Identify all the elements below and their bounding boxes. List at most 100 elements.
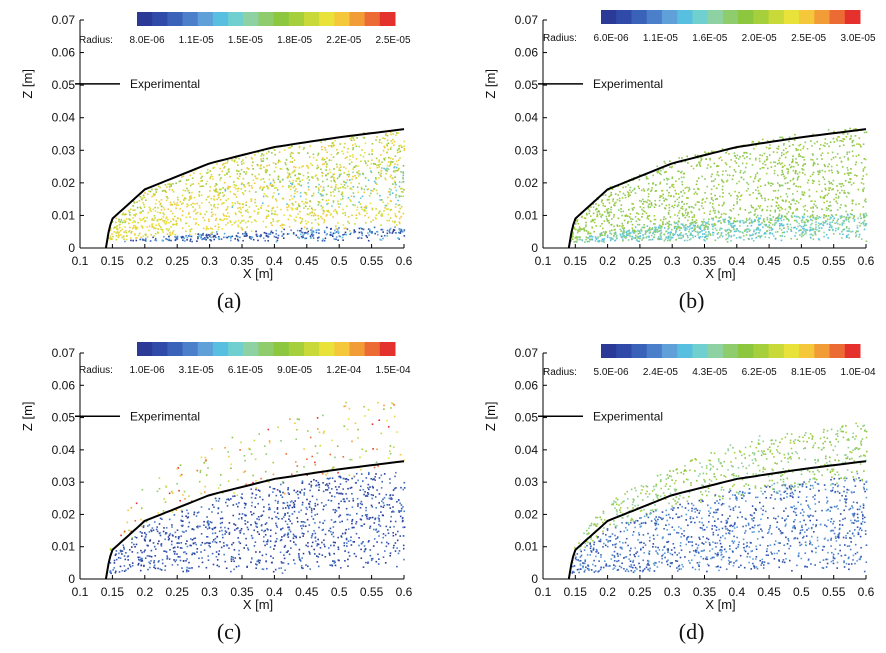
- droplet-point: [387, 142, 390, 145]
- droplet-point: [674, 222, 676, 225]
- droplet-point: [341, 195, 344, 197]
- droplet-point: [604, 205, 606, 208]
- droplet-point: [217, 512, 219, 515]
- droplet-point: [265, 226, 267, 228]
- droplet-point: [259, 187, 261, 190]
- droplet-point: [576, 237, 578, 239]
- droplet-point: [307, 176, 310, 178]
- droplet-point: [370, 478, 372, 480]
- droplet-point: [174, 235, 176, 238]
- droplet-point: [365, 477, 368, 479]
- droplet-point: [231, 543, 233, 546]
- droplet-point: [400, 187, 402, 190]
- droplet-point: [203, 524, 205, 526]
- droplet-point: [382, 137, 384, 139]
- droplet-point: [289, 161, 292, 163]
- droplet-point: [264, 523, 267, 525]
- droplet-point: [316, 167, 318, 170]
- droplet-point: [167, 218, 169, 221]
- droplet-point: [649, 206, 652, 208]
- droplet-point: [826, 143, 829, 145]
- droplet-point: [349, 138, 351, 140]
- droplet-point: [678, 201, 680, 204]
- droplet-point: [731, 226, 733, 228]
- droplet-point: [816, 140, 818, 143]
- droplet-point: [783, 153, 785, 156]
- droplet-point: [205, 459, 207, 461]
- droplet-point: [395, 215, 398, 218]
- droplet-point: [166, 233, 169, 235]
- droplet-point: [585, 225, 587, 228]
- droplet-point: [824, 187, 827, 190]
- droplet-point: [757, 189, 760, 192]
- droplet-point: [221, 521, 223, 524]
- droplet-point: [768, 226, 771, 229]
- droplet-point: [624, 215, 626, 217]
- droplet-point: [245, 544, 248, 546]
- droplet-point: [757, 205, 760, 207]
- droplet-point: [817, 163, 819, 166]
- droplet-point: [634, 216, 637, 218]
- droplet-point: [365, 207, 367, 209]
- droplet-point: [124, 221, 126, 224]
- droplet-point: [293, 503, 296, 506]
- droplet-point: [337, 203, 339, 205]
- droplet-point: [395, 194, 397, 196]
- droplet-point: [398, 550, 401, 552]
- droplet-point: [627, 195, 630, 198]
- droplet-point: [127, 509, 129, 512]
- droplet-point: [829, 141, 832, 143]
- droplet-point: [321, 175, 324, 177]
- droplet-point: [325, 199, 328, 202]
- droplet-point: [228, 499, 230, 501]
- droplet-point: [677, 223, 679, 226]
- droplet-point: [371, 159, 373, 161]
- droplet-point: [628, 232, 631, 235]
- droplet-point: [828, 187, 830, 189]
- droplet-point: [369, 554, 372, 557]
- droplet-point: [117, 236, 120, 239]
- droplet-point: [157, 185, 160, 188]
- droplet-point: [664, 162, 667, 165]
- droplet-point: [131, 546, 133, 548]
- droplet-point: [378, 171, 380, 174]
- droplet-point: [801, 191, 804, 193]
- colorbar-swatch: [258, 12, 275, 26]
- droplet-point: [859, 225, 861, 227]
- droplet-point: [855, 235, 857, 238]
- droplet-point: [216, 564, 219, 567]
- droplet-point: [851, 209, 853, 212]
- droplet-point: [849, 127, 851, 130]
- droplet-point: [762, 162, 764, 165]
- droplet-point: [376, 136, 378, 138]
- droplet-point: [204, 213, 206, 216]
- droplet-point: [259, 206, 262, 209]
- droplet-point: [245, 503, 247, 505]
- droplet-point: [803, 145, 805, 148]
- droplet-point: [389, 209, 392, 211]
- droplet-point: [203, 520, 205, 523]
- droplet-point: [586, 240, 589, 243]
- droplet-point: [841, 182, 844, 185]
- droplet-point: [111, 221, 114, 223]
- droplet-point: [173, 559, 175, 561]
- droplet-point: [701, 175, 703, 178]
- droplet-point: [858, 233, 861, 236]
- droplet-point: [358, 544, 360, 547]
- droplet-point: [334, 232, 336, 234]
- droplet-point: [769, 209, 772, 212]
- droplet-point: [343, 180, 345, 183]
- droplet-point: [779, 195, 782, 198]
- droplet-point: [226, 160, 229, 162]
- droplet-point: [633, 230, 636, 233]
- droplet-point: [112, 235, 114, 238]
- droplet-point: [752, 180, 755, 183]
- droplet-point: [341, 192, 344, 195]
- droplet-point: [322, 159, 324, 161]
- droplet-point: [795, 232, 797, 234]
- droplet-point: [148, 531, 151, 533]
- droplet-point: [856, 224, 859, 227]
- droplet-point: [707, 225, 709, 228]
- droplet-point: [273, 213, 276, 215]
- droplet-point: [751, 206, 753, 208]
